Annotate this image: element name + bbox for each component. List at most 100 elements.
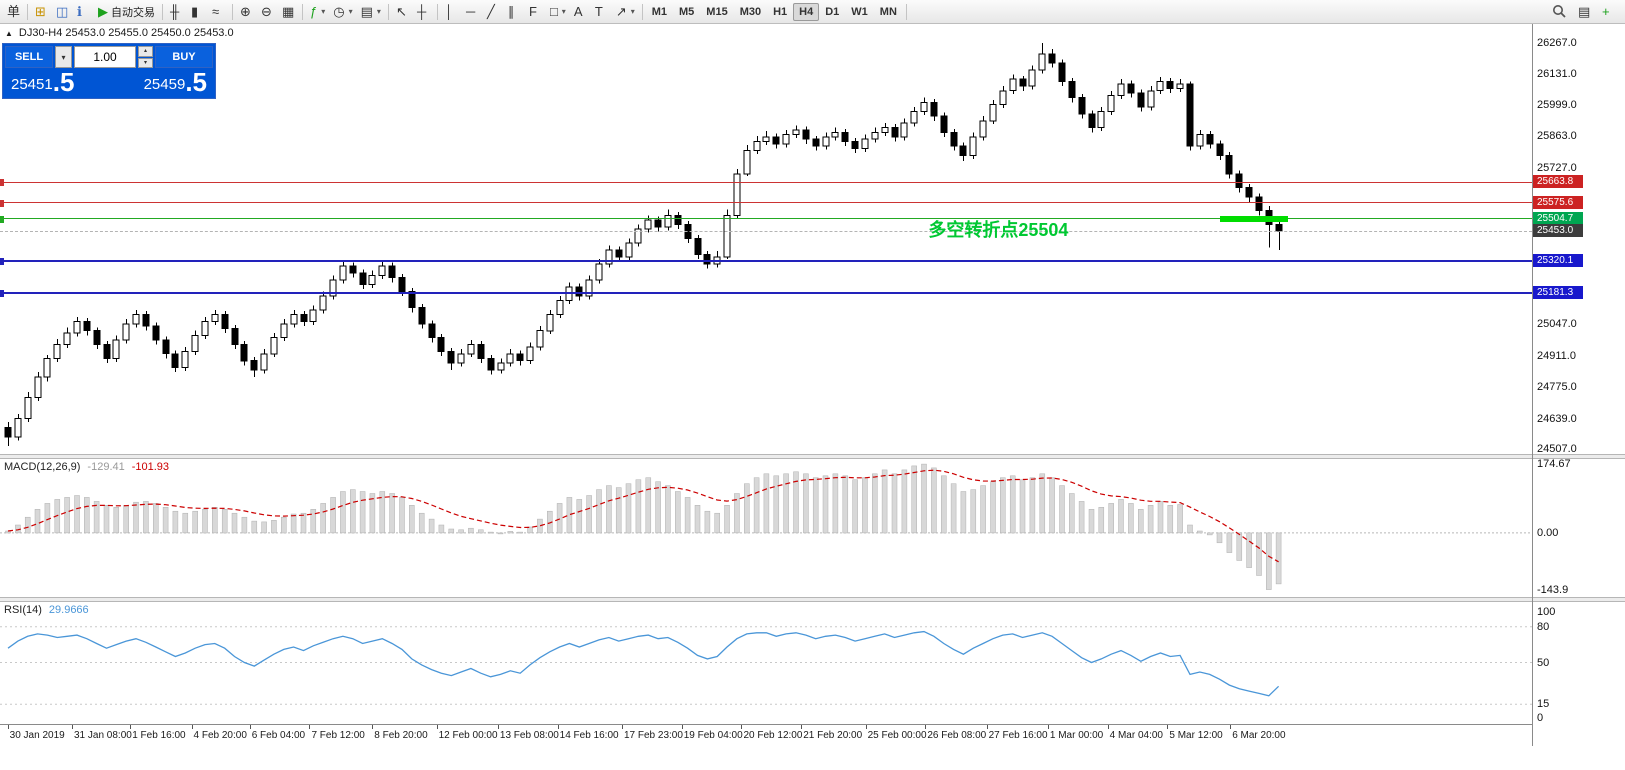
volume-down-button[interactable]: ▾ [138,57,153,68]
date-label: 4 Feb 20:00 [193,730,247,741]
trendline-button[interactable]: ╱ [483,2,504,21]
price-level-badge: 25575.6 [1533,195,1583,209]
timeframe-mn-button[interactable]: MN [874,3,903,21]
templates-button[interactable]: ▤ ▾ [357,2,385,21]
text-label-button[interactable]: T [591,2,612,21]
panel-separator[interactable] [0,454,1625,459]
price-scale-tick: 26131.0 [1537,68,1577,81]
search-button[interactable] [1548,2,1571,21]
trade-controls-row: SELL ▾ ▴ ▾ BUY [3,44,215,68]
timeframe-m1-button[interactable]: M1 [646,3,673,21]
date-tick [72,725,73,729]
crosshair-button[interactable]: ┼ [413,2,434,21]
timeframe-w1-button[interactable]: W1 [845,3,874,21]
date-tick [681,725,683,729]
menu-button[interactable]: 单 [3,2,24,21]
price-scale-tick: 24775.0 [1537,381,1577,394]
timeframe-h4-button[interactable]: H4 [793,2,820,21]
bar-chart-button[interactable]: ╫ [166,2,187,21]
rsi-panel[interactable] [0,603,1532,722]
line-chart-button[interactable]: ≈ [208,2,229,21]
price-scale-tick: 26267.0 [1537,36,1577,49]
indicators-button[interactable]: ƒ ▾ [306,2,329,21]
vertical-line-icon: │ [444,4,454,19]
arrow-tools-button[interactable]: ↗ ▾ [612,2,639,21]
panel-separator[interactable] [0,597,1625,602]
macd-scale-tick: 174.67 [1537,458,1571,471]
toolbar-separator [905,3,907,20]
timeframe-m5-button[interactable]: M5 [673,3,700,21]
zoom-in-button[interactable]: ⊕ [236,2,257,21]
new-order-icon: ⊞ [35,4,46,19]
chart-title: ▲ DJ30-H4 25453.0 25455.0 25450.0 25453.… [5,27,234,39]
autotrade-icon: ▶ [98,4,109,19]
toolbar-separator [436,3,438,20]
date-label: 6 Mar 20:00 [1232,730,1286,741]
volume-input[interactable] [74,46,136,68]
buy-price-frac: .5 [185,67,207,97]
date-label: 21 Feb 20:00 [803,730,863,741]
timeframe-m30-button[interactable]: M30 [734,3,767,21]
timeframe-h1-button[interactable]: H1 [767,3,793,21]
shapes-button[interactable]: □ ▾ [546,2,570,21]
fibonacci-button[interactable]: F [525,2,546,21]
new-order-button[interactable]: ⊞ [31,2,52,21]
vertical-line-button[interactable]: │ [441,2,462,21]
timeframe-m15-button[interactable]: M15 [700,3,733,21]
crosshair-icon: ┼ [416,4,427,19]
sell-price[interactable]: 25451 .5 [11,69,74,95]
macd-scale-tick: -143.9 [1537,583,1569,596]
date-label: 1 Mar 00:00 [1049,730,1104,741]
buy-price[interactable]: 25459 .5 [144,67,207,97]
macd-signal-line [7,469,1279,563]
buy-button[interactable]: BUY [155,46,213,68]
price-scale-tick: 24507.0 [1537,443,1577,456]
autotrade-button[interactable]: ▶ 自动交易 [94,2,159,21]
market-info-button[interactable]: ℹ [73,2,94,21]
price-level-badge: 25320.1 [1533,254,1583,268]
volume-up-button[interactable]: ▴ [138,46,153,57]
macd-panel[interactable] [0,460,1532,596]
chart-window-button[interactable]: ◫ [52,2,73,21]
date-tick [621,725,623,729]
templates-icon: ▤ [360,4,373,19]
channel-button[interactable]: ∥ [504,2,525,21]
text-icon: A [573,4,583,19]
date-tick [7,725,9,729]
window-list-icon: ▤ [1578,4,1591,19]
tile-windows-button[interactable]: ▦ [278,2,299,21]
window-list-button[interactable]: ▤ [1574,2,1595,21]
candle-chart-icon: ▮ [191,4,199,19]
date-tick [925,725,927,729]
text-button[interactable]: A [570,2,591,21]
date-tick [130,725,132,729]
sell-button[interactable]: SELL [5,46,53,68]
price-scale-tick: 25999.0 [1537,98,1577,111]
horizontal-line-icon: ─ [465,4,476,19]
date-tick [436,725,438,729]
current-price-badge: 25453.0 [1533,223,1583,237]
add-chart-button[interactable]: + [1598,2,1619,21]
rsi-name: RSI(14) [4,604,42,616]
volume-dropdown-button[interactable]: ▾ [55,46,72,68]
trendline-icon: ╱ [486,4,495,19]
time-axis[interactable]: 30 Jan 2019 31 Jan 08:00 1 Feb 16:00 4 Feb … [0,724,1532,747]
trade-prices-row: 25451 .5 25459 .5 [3,68,215,98]
candles [4,43,1283,447]
chart-ohlc-title: DJ30-H4 25453.0 25455.0 25450.0 25453.0 [18,27,234,39]
zoom-out-icon: ⊖ [261,4,272,19]
timeframe-d1-button[interactable]: D1 [819,3,845,21]
shapes-caret-icon: ▾ [561,7,566,16]
price-chart[interactable] [0,40,1532,454]
horizontal-line-button[interactable]: ─ [462,2,483,21]
zoom-out-button[interactable]: ⊖ [257,2,278,21]
price-scale-tick: 24639.0 [1537,412,1577,425]
date-label: 4 Mar 04:00 [1109,730,1163,741]
date-tick [557,725,559,729]
price-level-badge: 25663.8 [1533,175,1583,189]
cursor-button[interactable]: ↖ [392,2,413,21]
toolbar-separator [232,3,234,20]
periods-button[interactable]: ◷ ▾ [329,2,356,21]
candle-chart-button[interactable]: ▮ [187,2,208,21]
